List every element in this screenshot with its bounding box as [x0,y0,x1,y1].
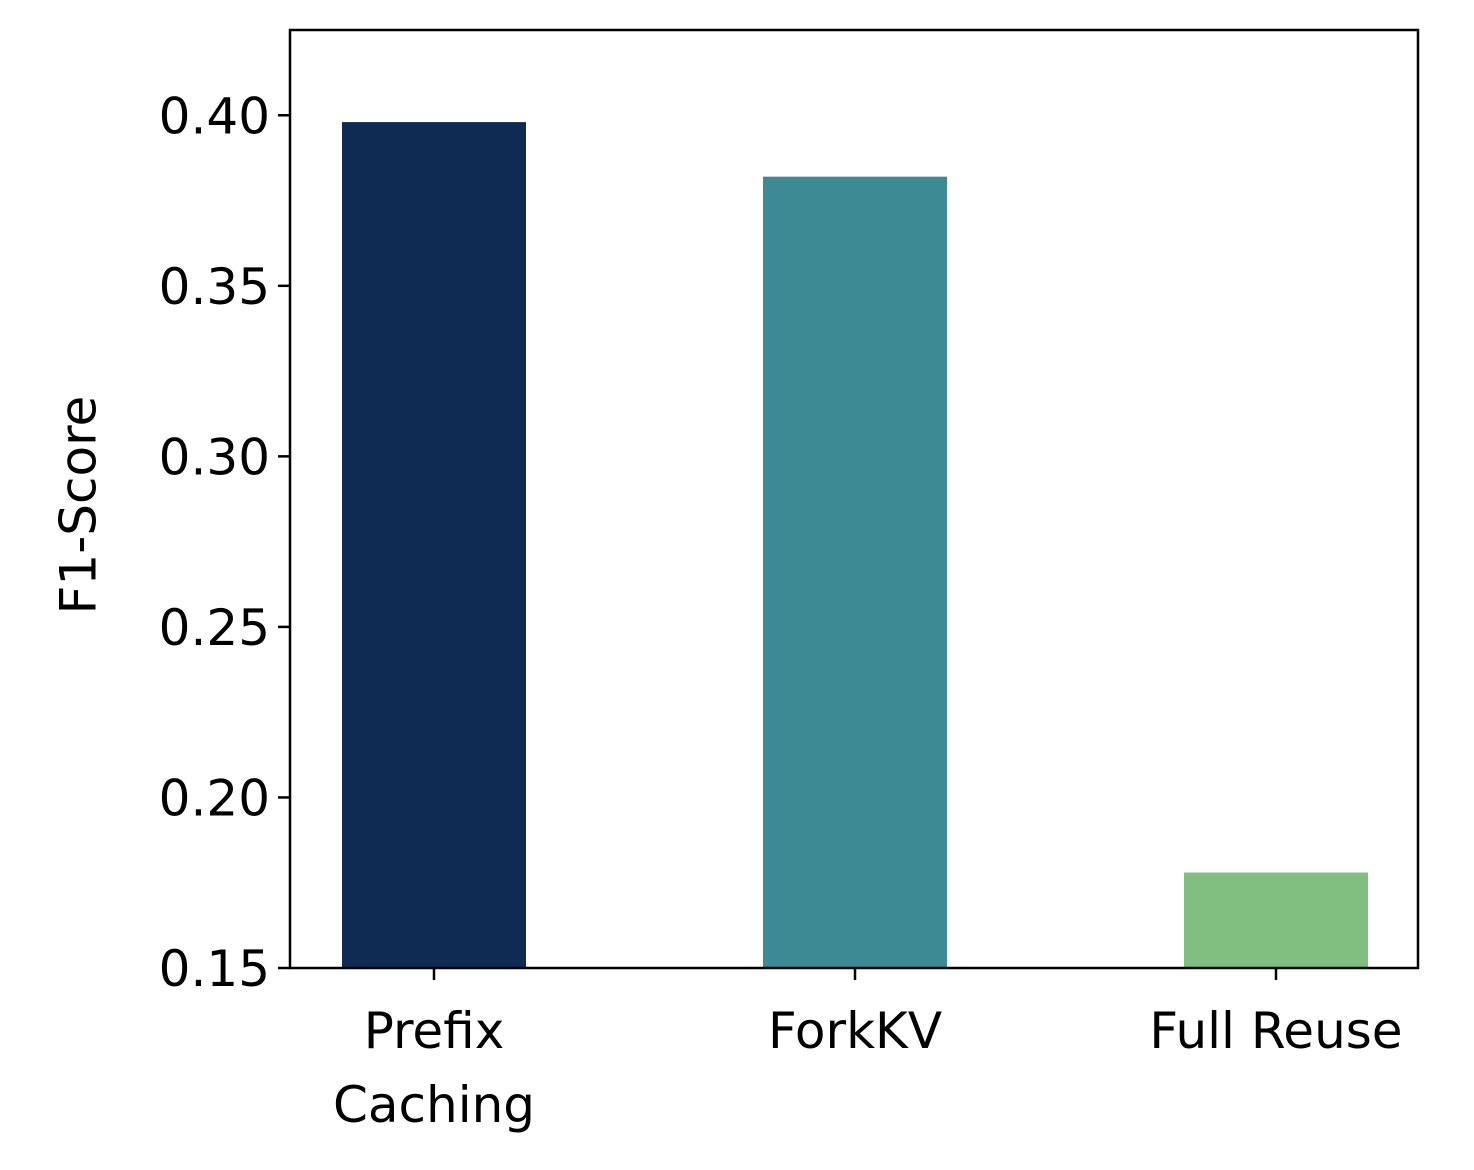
y-tick-label: 0.35 [159,258,270,316]
x-tick-label: Prefix Caching [333,1002,535,1134]
bar [342,122,526,968]
plot-frame [288,28,1420,970]
y-axis-label: F1-Score [50,396,108,615]
bar [1184,872,1368,968]
y-tick-label: 0.30 [159,428,270,486]
x-tick-label: ForkKV [768,1002,942,1060]
y-tick-label: 0.15 [159,940,270,998]
x-tick-label: Full Reuse [1149,1002,1402,1060]
bar [763,176,947,969]
y-tick-label: 0.20 [159,769,270,827]
y-tick-label: 0.40 [159,87,270,145]
y-tick-label: 0.25 [159,599,270,657]
